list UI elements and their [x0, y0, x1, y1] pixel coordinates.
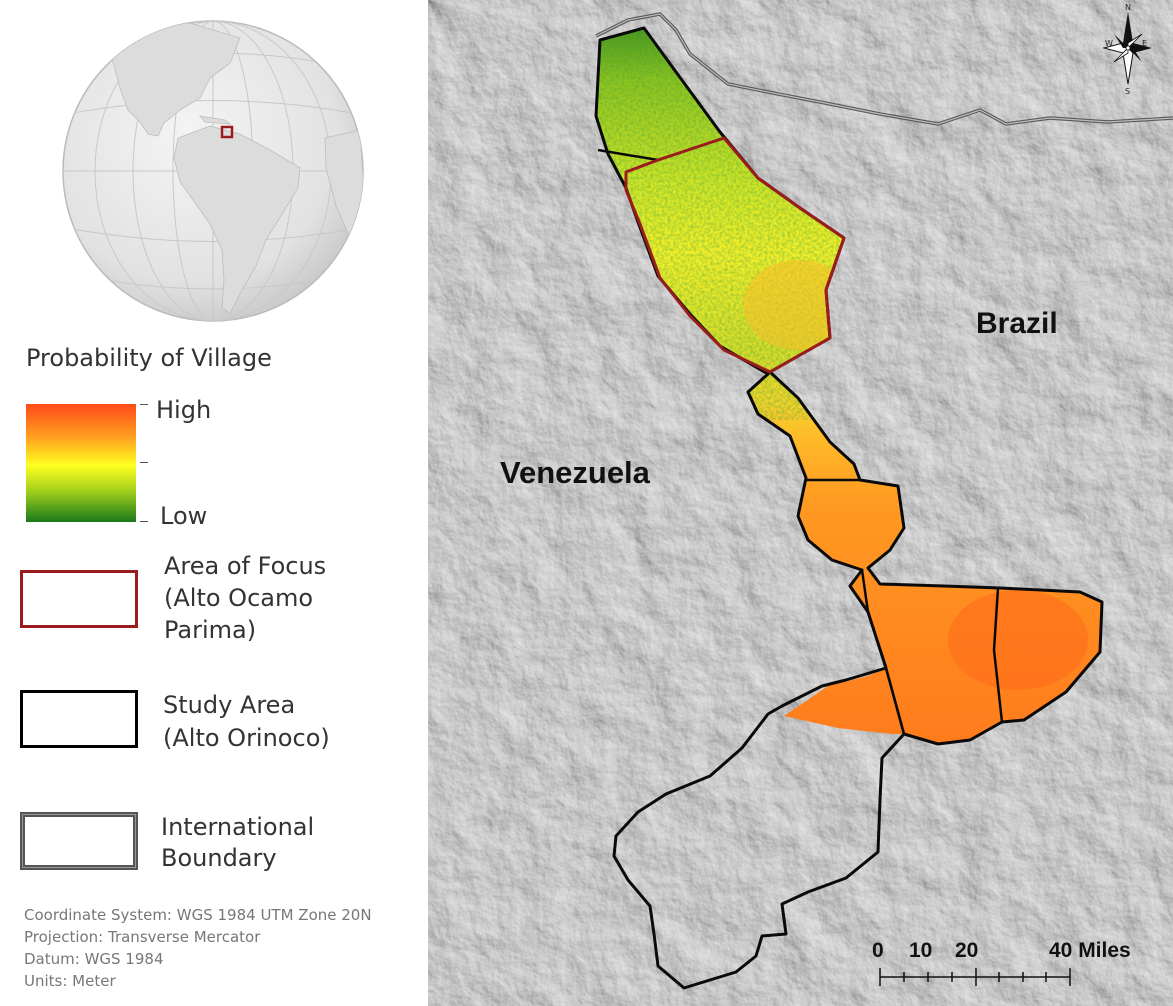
metadata-projection: Projection: Transverse Mercator — [24, 928, 261, 946]
north-arrow-icon: N S E W — [1102, 3, 1152, 96]
scale-label-20: 20 — [955, 939, 978, 962]
focus-area-swatch — [20, 570, 138, 628]
focus-area-label-1: Area of Focus — [164, 552, 327, 580]
international-boundary — [595, 12, 1173, 126]
ramp-tick-high — [140, 404, 148, 405]
high-label: High — [156, 396, 212, 424]
boundary-label-2: Boundary — [161, 844, 277, 872]
boundary-label-1: International — [161, 813, 315, 841]
scale-label-40: 40 Miles — [1049, 939, 1131, 962]
study-area-outline — [594, 26, 1104, 990]
north-letter: N — [1125, 3, 1131, 12]
west-letter: W — [1105, 39, 1113, 48]
relief-map: Brazil Venezuela N S E W 0 10 20 40 Mile… — [428, 0, 1173, 1006]
focus-area-outline — [624, 136, 846, 374]
boundary-swatch — [20, 812, 138, 870]
metadata-datum: Datum: WGS 1984 — [24, 950, 164, 968]
north-america-shape — [111, 22, 241, 137]
study-area-label-1: Study Area — [163, 691, 296, 719]
country-label-brazil: Brazil — [976, 307, 1058, 340]
metadata-coordinate-system: Coordinate System: WGS 1984 UTM Zone 20N — [24, 906, 372, 924]
map-panel: Brazil Venezuela N S E W 0 10 20 40 Mile… — [428, 0, 1173, 1006]
ramp-tick-low — [140, 521, 148, 522]
study-area-swatch — [20, 690, 138, 748]
locator-globe — [62, 20, 364, 322]
locator-marker — [220, 125, 234, 139]
low-label: Low — [160, 502, 208, 530]
country-label-venezuela: Venezuela — [500, 455, 651, 490]
south-letter: S — [1125, 87, 1130, 96]
district-boundaries — [597, 136, 1004, 735]
ramp-tick-mid — [140, 462, 148, 463]
probability-title: Probability of Village — [26, 344, 272, 372]
scale-label-10: 10 — [909, 939, 932, 962]
east-letter: E — [1142, 39, 1147, 48]
legend-panel: Probability of Village High Low Area of … — [0, 0, 428, 1006]
caribbean-shape — [199, 115, 232, 125]
probability-ramp — [26, 404, 136, 522]
metadata-units: Units: Meter — [24, 972, 116, 990]
scale-label-0: 0 — [872, 939, 884, 962]
focus-area-label-3: Parima) — [164, 616, 257, 644]
south-america-shape — [173, 125, 301, 314]
study-area-label-2: (Alto Orinoco) — [163, 724, 330, 752]
focus-area-label-2: (Alto Ocamo — [164, 584, 314, 612]
scale-bar: 0 10 20 40 Miles — [872, 939, 1131, 986]
